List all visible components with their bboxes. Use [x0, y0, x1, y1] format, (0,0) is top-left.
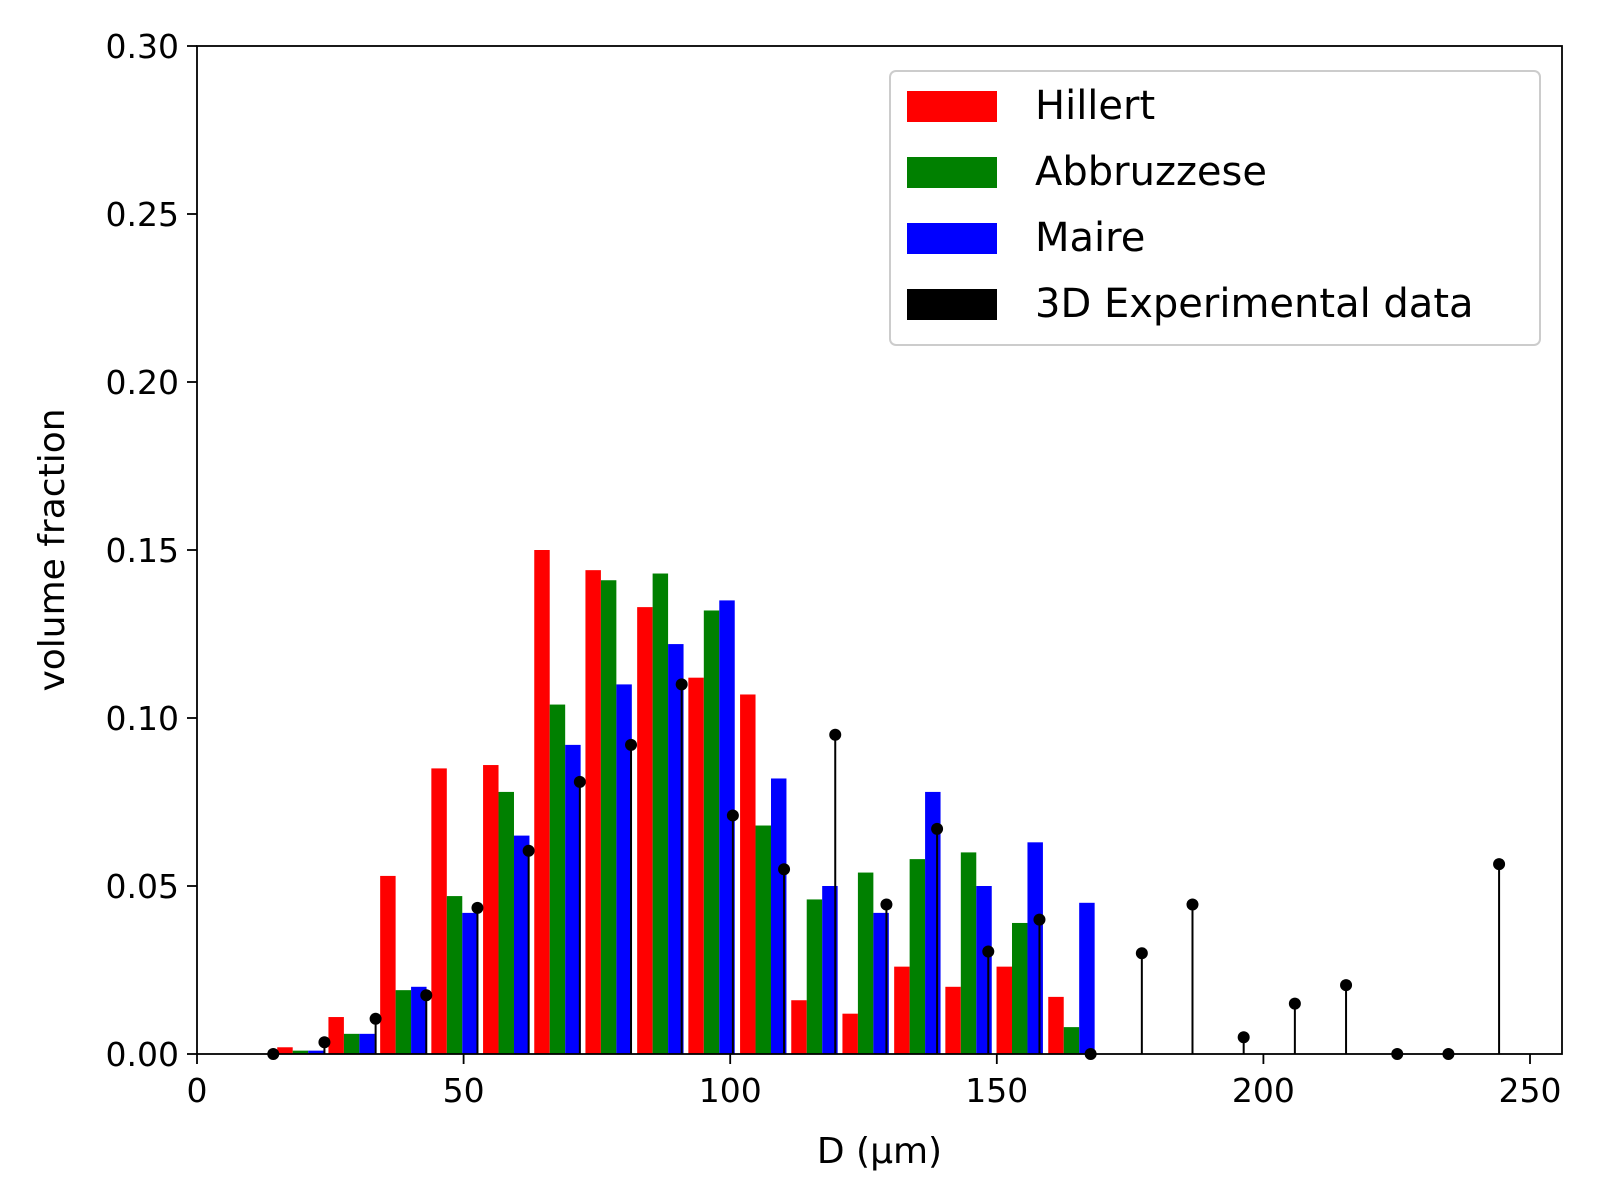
experimental-point: [880, 898, 893, 911]
bar-hillert: [585, 570, 601, 1054]
legend-swatch: [907, 91, 997, 122]
bar-abbruzzese: [857, 872, 874, 1054]
legend-label: Maire: [1035, 215, 1145, 261]
bar-maire: [770, 778, 787, 1054]
experimental-point: [1186, 898, 1199, 911]
bar-maire: [565, 744, 581, 1054]
y-tick-label: 0.00: [106, 1035, 179, 1074]
experimental-point: [573, 775, 586, 788]
bar-hillert: [688, 677, 704, 1054]
bar-hillert: [534, 550, 550, 1054]
experimental-point: [420, 989, 433, 1002]
x-tick-label: 250: [1499, 1071, 1562, 1110]
legend-swatch: [907, 223, 997, 254]
bar-hillert: [277, 1047, 293, 1054]
experimental-point: [931, 822, 944, 835]
bar-abbruzzese: [343, 1033, 360, 1054]
bar-hillert: [637, 607, 653, 1054]
experimental-point: [1288, 997, 1301, 1010]
bar-abbruzzese: [703, 610, 720, 1054]
bar-hillert: [791, 1000, 807, 1054]
experimental-point: [829, 728, 842, 741]
bar-hillert: [328, 1017, 344, 1054]
stems-layer: [267, 678, 1506, 1060]
experimental-point: [726, 809, 739, 822]
bar-maire: [1027, 842, 1043, 1054]
y-tick-label: 0.30: [106, 27, 179, 66]
bar-hillert: [380, 875, 396, 1054]
bar-abbruzzese: [909, 859, 926, 1054]
bar-abbruzzese: [1012, 922, 1028, 1054]
legend-box: [889, 70, 1541, 346]
experimental-point: [778, 863, 791, 876]
y-tick-label: 0.05: [106, 867, 179, 906]
axes-layer: 0 50 100 150 200 250 0.00 0.05 0.10 0.15 0.20 0.25 0…: [32, 27, 1563, 1172]
bar-maire: [668, 644, 684, 1054]
legend-swatch: [907, 289, 997, 320]
experimental-point: [318, 1036, 331, 1049]
bar-abbruzzese: [1063, 1027, 1080, 1054]
experimental-point: [1135, 947, 1148, 960]
bars-layer: [277, 550, 1095, 1054]
bar-maire: [822, 886, 838, 1054]
bar-abbruzzese: [755, 825, 771, 1054]
x-tick-label: 200: [1232, 1071, 1295, 1110]
experimental-point: [625, 738, 638, 751]
bar-abbruzzese: [652, 573, 669, 1054]
bar-hillert: [740, 694, 756, 1054]
legend-label: Hillert: [1035, 83, 1155, 129]
bar-hillert: [1048, 996, 1064, 1054]
x-tick-label: 150: [965, 1071, 1028, 1110]
experimental-point: [522, 844, 535, 857]
experimental-point: [1340, 979, 1353, 992]
x-tick-label: 100: [699, 1071, 762, 1110]
y-tick-label: 0.25: [106, 195, 179, 234]
bar-hillert: [945, 986, 961, 1054]
bar-maire: [873, 912, 889, 1054]
experimental-point: [675, 678, 688, 691]
x-tick-label: 50: [443, 1071, 485, 1110]
bar-abbruzzese: [446, 896, 463, 1054]
experimental-point: [1237, 1031, 1250, 1044]
bar-maire: [308, 1050, 324, 1054]
y-axis-label: volume fraction: [32, 408, 73, 691]
bar-abbruzzese: [549, 704, 566, 1054]
y-tick-label: 0.20: [106, 363, 179, 402]
bar-abbruzzese: [960, 852, 977, 1054]
bar-maire: [616, 684, 632, 1054]
bar-hillert: [483, 765, 499, 1054]
x-axis-label: D (μm): [817, 1131, 942, 1172]
experimental-point: [369, 1012, 382, 1025]
bar-abbruzzese: [395, 990, 412, 1054]
bar-abbruzzese: [292, 1050, 309, 1054]
bar-maire: [513, 835, 530, 1054]
bar-hillert: [842, 1013, 858, 1054]
experimental-point: [982, 945, 995, 958]
bar-hillert: [996, 966, 1013, 1054]
legend: Hillert Abbruzzese Maire 3D Experimental da…: [889, 70, 1541, 346]
bar-hillert: [894, 966, 910, 1054]
bar-maire: [1079, 902, 1095, 1054]
bar-abbruzzese: [600, 580, 617, 1054]
bar-maire: [976, 886, 992, 1054]
bar-abbruzzese: [498, 791, 514, 1054]
bar-hillert: [431, 768, 447, 1054]
experimental-point: [471, 901, 484, 914]
experimental-point: [1493, 858, 1506, 871]
y-tick-label: 0.15: [106, 531, 179, 570]
legend-label: Abbruzzese: [1035, 149, 1267, 195]
y-tick-label: 0.10: [106, 699, 179, 738]
bar-maire: [719, 600, 735, 1054]
bar-maire: [411, 986, 427, 1054]
legend-swatch: [907, 157, 997, 188]
x-tick-label: 0: [187, 1071, 208, 1110]
experimental-point: [1033, 913, 1046, 926]
bar-abbruzzese: [806, 899, 823, 1054]
legend-label: 3D Experimental data: [1035, 281, 1474, 327]
bar-maire: [359, 1033, 375, 1054]
bar-maire: [462, 912, 478, 1054]
